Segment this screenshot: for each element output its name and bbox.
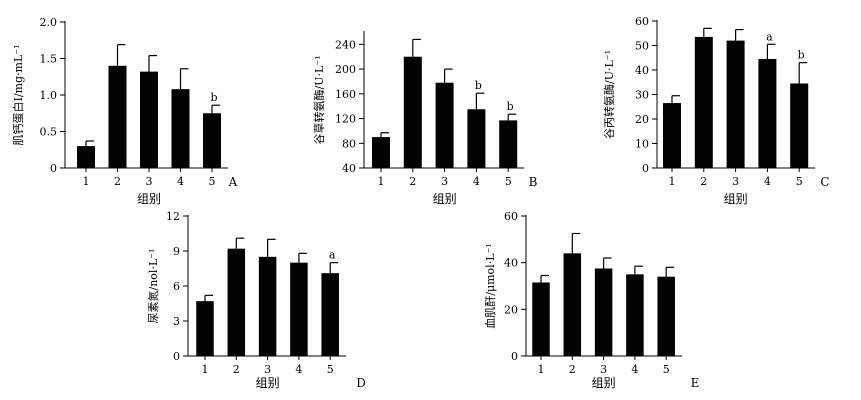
bar-D-1 bbox=[196, 301, 214, 356]
y-tick-label-A-4: 2.0 bbox=[40, 16, 58, 29]
bar-B-4 bbox=[467, 109, 486, 168]
y-axis-label-C: 谷丙转氨酶/U·L⁻¹ bbox=[602, 50, 616, 139]
x-axis-label-D: 组别 bbox=[256, 376, 280, 390]
x-tick-label-B-1: 1 bbox=[378, 175, 385, 188]
y-tick-label-D-0: 0 bbox=[173, 350, 180, 363]
y-tick-label-D-4: 12 bbox=[166, 210, 180, 223]
bar-E-4 bbox=[626, 274, 644, 356]
x-tick-label-C-3: 3 bbox=[732, 175, 739, 188]
x-tick-label-C-2: 2 bbox=[700, 175, 707, 188]
x-tick-label-A-3: 3 bbox=[146, 175, 153, 188]
significance-label-D-5: a bbox=[329, 249, 336, 262]
x-tick-label-B-3: 3 bbox=[441, 175, 448, 188]
bar-E-2 bbox=[563, 253, 582, 356]
y-tick-label-D-2: 6 bbox=[173, 280, 180, 293]
x-tick-label-E-5: 5 bbox=[663, 363, 670, 376]
x-tick-label-C-1: 1 bbox=[669, 175, 676, 188]
y-tick-label-E-1: 20 bbox=[504, 303, 518, 316]
significance-label-B-4: b bbox=[475, 79, 482, 92]
x-tick-label-A-4: 4 bbox=[177, 175, 184, 188]
y-tick-label-B-4: 200 bbox=[335, 63, 356, 76]
panel-label-D: D bbox=[356, 376, 366, 390]
x-tick-label-B-4: 4 bbox=[473, 175, 480, 188]
y-tick-label-A-2: 1.0 bbox=[40, 89, 58, 102]
x-tick-label-E-1: 1 bbox=[538, 363, 545, 376]
y-tick-label-B-2: 120 bbox=[335, 113, 356, 126]
significance-label-C-4: a bbox=[766, 30, 773, 43]
x-tick-label-D-1: 1 bbox=[202, 363, 209, 376]
y-tick-label-C-3: 30 bbox=[635, 89, 649, 102]
y-tick-label-B-0: 40 bbox=[342, 162, 356, 175]
x-axis-label-B: 组别 bbox=[433, 192, 457, 206]
y-axis-label-E: 血肌酐/μmol·L⁻¹ bbox=[483, 243, 497, 328]
y-tick-label-E-2: 40 bbox=[504, 257, 518, 270]
y-tick-label-C-1: 10 bbox=[635, 138, 649, 151]
bar-B-2 bbox=[403, 56, 422, 168]
y-tick-label-C-0: 0 bbox=[642, 162, 649, 175]
bar-D-2 bbox=[227, 248, 246, 356]
y-tick-label-C-4: 40 bbox=[635, 64, 649, 77]
panel-label-A: A bbox=[228, 175, 238, 189]
y-tick-label-E-3: 60 bbox=[504, 210, 518, 223]
x-tick-label-D-2: 2 bbox=[233, 363, 240, 376]
x-tick-label-A-1: 1 bbox=[83, 175, 90, 188]
bar-C-1 bbox=[663, 103, 681, 168]
y-tick-label-C-6: 60 bbox=[635, 15, 649, 28]
bar-C-4 bbox=[758, 58, 777, 168]
y-tick-label-D-3: 9 bbox=[173, 245, 180, 258]
y-tick-label-B-1: 80 bbox=[342, 137, 356, 150]
bar-D-5 bbox=[321, 273, 339, 356]
panel-label-E: E bbox=[691, 376, 700, 390]
bar-A-2 bbox=[108, 65, 127, 168]
y-axis-label-A: 肌钙蛋白Ⅰ/mg·mL⁻¹ bbox=[11, 45, 25, 146]
x-tick-label-A-2: 2 bbox=[114, 175, 121, 188]
bar-C-2 bbox=[694, 36, 713, 168]
bar-A-1 bbox=[77, 146, 95, 168]
x-axis-label-E: 组别 bbox=[592, 376, 616, 390]
bar-E-5 bbox=[657, 276, 675, 356]
y-tick-label-C-2: 20 bbox=[635, 113, 649, 126]
bar-E-3 bbox=[594, 268, 613, 356]
bar-A-3 bbox=[140, 71, 158, 168]
x-axis-label-C: 组别 bbox=[724, 192, 748, 206]
y-axis-label-D: 尿素氮/nol·L⁻¹ bbox=[146, 249, 160, 324]
x-tick-label-D-3: 3 bbox=[264, 363, 271, 376]
x-tick-label-C-5: 5 bbox=[796, 175, 803, 188]
x-tick-label-D-4: 4 bbox=[295, 363, 302, 376]
bar-B-1 bbox=[372, 137, 390, 168]
bar-D-4 bbox=[290, 262, 308, 356]
x-tick-label-C-4: 4 bbox=[764, 175, 771, 188]
x-tick-label-E-2: 2 bbox=[569, 363, 576, 376]
x-tick-label-B-2: 2 bbox=[409, 175, 416, 188]
x-tick-label-E-4: 4 bbox=[631, 363, 638, 376]
x-tick-label-A-5: 5 bbox=[209, 175, 216, 188]
bar-C-3 bbox=[726, 40, 745, 168]
significance-label-A-5: b bbox=[210, 91, 217, 104]
y-axis-label-B: 谷草转氨酶/U·L⁻¹ bbox=[312, 56, 326, 145]
significance-label-C-5: b bbox=[798, 49, 805, 62]
y-tick-label-A-0: 0 bbox=[50, 162, 57, 175]
bar-B-3 bbox=[435, 82, 454, 168]
bar-B-5 bbox=[499, 120, 518, 168]
bar-D-3 bbox=[258, 256, 277, 356]
panel-label-C: C bbox=[820, 175, 829, 189]
y-tick-label-B-5: 240 bbox=[335, 38, 356, 51]
y-tick-label-C-5: 50 bbox=[635, 40, 649, 53]
panel-label-B: B bbox=[529, 175, 538, 189]
bar-C-5 bbox=[790, 83, 809, 168]
x-tick-label-E-3: 3 bbox=[600, 363, 607, 376]
bar-E-1 bbox=[532, 282, 550, 356]
y-tick-label-A-1: 0.5 bbox=[40, 126, 58, 139]
significance-label-B-5: b bbox=[507, 100, 514, 113]
y-tick-label-B-3: 160 bbox=[335, 88, 356, 101]
bar-A-4 bbox=[171, 89, 190, 168]
y-tick-label-A-3: 1.5 bbox=[40, 53, 58, 66]
y-tick-label-D-1: 3 bbox=[173, 315, 180, 328]
x-tick-label-D-5: 5 bbox=[327, 363, 334, 376]
x-axis-label-A: 组别 bbox=[137, 192, 161, 206]
bar-A-5 bbox=[203, 113, 221, 168]
x-tick-label-B-5: 5 bbox=[505, 175, 512, 188]
y-tick-label-E-0: 0 bbox=[511, 350, 518, 363]
